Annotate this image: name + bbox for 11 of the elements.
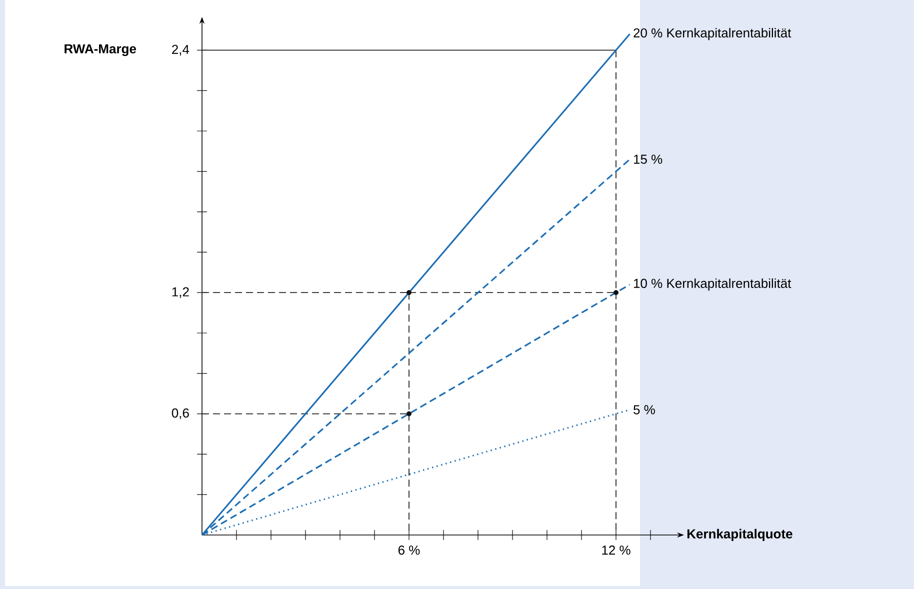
series-label: 10 % Kernkapitalrentabilität	[634, 278, 792, 291]
y-tick-label: 1,2	[172, 287, 189, 298]
x-axis-title: Kernkapitalquote	[687, 528, 792, 542]
y-tick-label: 0,6	[172, 408, 189, 420]
series-label: 5 %	[634, 405, 655, 414]
y-axis-title: RWA-Marge	[64, 44, 136, 56]
x-tick-label: 12 %	[602, 546, 630, 555]
x-tick-label: 6 %	[398, 546, 420, 555]
y-tick-label: 2,4	[172, 44, 190, 56]
series-label: 15 %	[634, 154, 662, 164]
series-label: 20 % Kernkapitalrentabilität	[634, 28, 792, 40]
